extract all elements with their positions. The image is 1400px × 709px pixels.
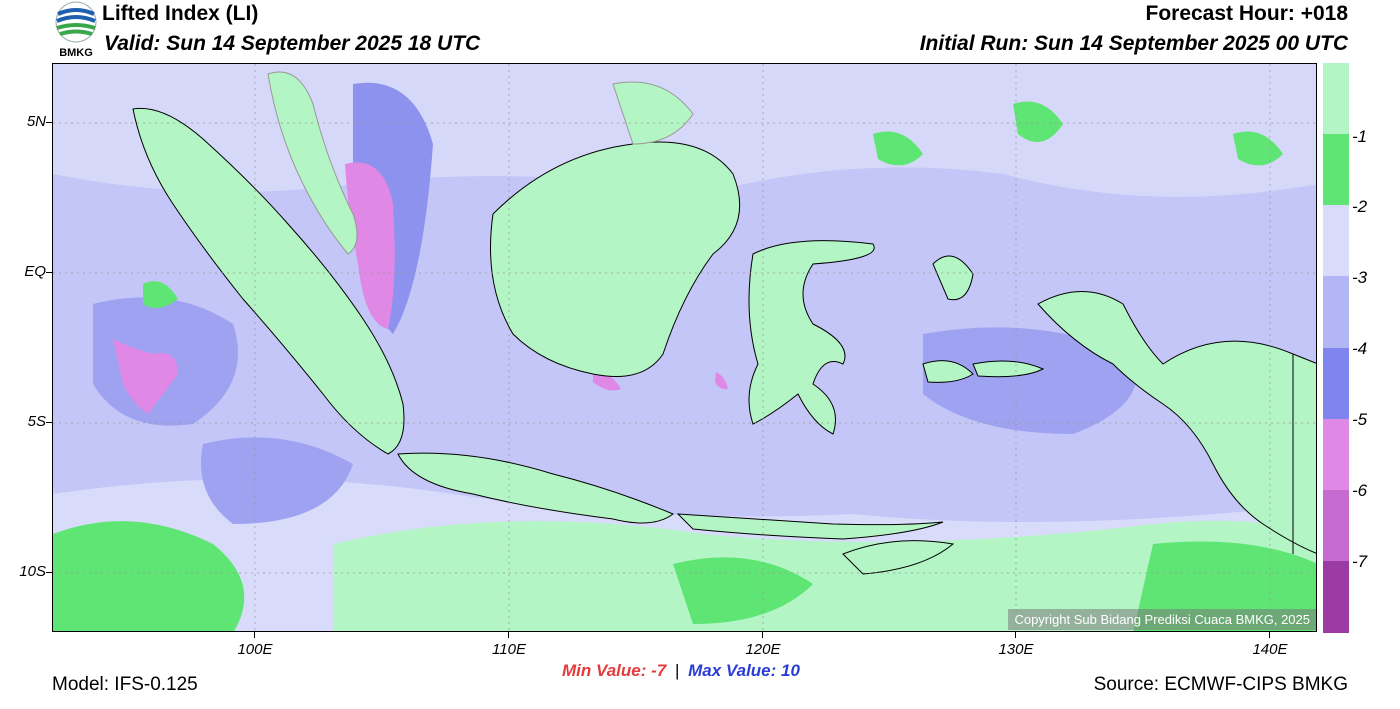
max-value: Max Value: 10 [688,661,800,680]
sumatra-landmass [132,107,405,455]
y-tick [46,122,52,123]
x-tick [508,632,509,638]
y-label-5n: 5N [26,113,46,130]
field-patch [923,327,1137,434]
bmkg-logo-icon [55,1,97,43]
logo-text: BMKG [59,47,93,59]
colorbar-label: -1 [1352,127,1368,146]
y-label-5s: 5S [27,413,46,430]
map-panel [52,63,1317,632]
colorbar-segment [1323,418,1349,491]
timor-island [842,540,955,575]
x-label-100e: 100E [237,641,273,658]
source-info: Source: ECMWF-CIPS BMKG [1093,674,1348,695]
x-tick [762,632,763,638]
lesser-sunda-islands [676,513,944,540]
field-patch [201,437,353,524]
initial-run: Initial Run: Sun 14 September 2025 00 UT… [919,32,1348,55]
x-tick [1015,632,1016,638]
colorbar-label: -3 [1352,268,1368,287]
field-patch [333,520,1316,631]
min-max-values: Min Value: -7 | Max Value: 10 [562,661,800,681]
x-label-110e: 110E [492,641,526,658]
y-label-eq: EQ [24,263,46,280]
x-label-130e: 130E [998,641,1034,658]
min-value: Min Value: -7 [562,661,667,680]
colorbar-segment [1323,489,1349,562]
colorbar-label: -5 [1352,410,1368,429]
green-patch [873,131,923,166]
colorbar-segment [1323,205,1349,278]
colorbar-segment [1323,347,1349,420]
java-landmass [397,452,675,524]
x-label-120e: 120E [745,641,781,658]
maluku-island [922,360,974,383]
lifted-index-map [53,64,1316,631]
map-gridlines [53,64,1316,631]
halmahera-island [932,255,974,301]
malay-peninsula [267,71,358,255]
y-tick [46,422,52,423]
colorbar-segment [1323,63,1349,135]
north-borneo [612,81,694,145]
green-patch [1013,101,1063,142]
li-low-area [113,339,178,414]
colorbar-label: -4 [1352,339,1368,358]
colorbar-segment [1323,134,1349,207]
min-max-separator: | [674,661,680,680]
green-patch [1233,131,1283,166]
seram-island [972,360,1045,378]
green-patch [143,281,178,308]
field-patch [673,557,813,624]
bmkg-logo [52,0,100,60]
y-tick [46,572,52,573]
copyright-note: Copyright Sub Bidang Prediksi Cuaca BMKG… [1008,609,1316,630]
model-info: Model: IFS-0.125 [52,674,198,695]
new-guinea-landmass [1037,291,1316,554]
li-low-area [715,372,728,390]
colorbar-segment [1323,560,1349,633]
chart-title: Lifted Index (LI) [102,2,259,25]
colorbar [1323,63,1349,633]
colorbar-label: -6 [1352,481,1368,500]
x-tick [1269,632,1270,638]
colorbar-label: -7 [1352,552,1368,571]
valid-time: Valid: Sun 14 September 2025 18 UTC [104,32,481,55]
y-label-10s: 10S [19,563,46,580]
x-label-140e: 140E [1252,641,1288,658]
y-tick [46,272,52,273]
li-low-area [345,162,395,329]
x-tick [254,632,255,638]
field-patch [1133,541,1316,631]
sulawesi-landmass [748,240,875,435]
field-patch [53,521,245,631]
colorbar-label: -2 [1352,197,1368,216]
colorbar-segment [1323,276,1349,349]
forecast-hour: Forecast Hour: +018 [1145,2,1349,25]
